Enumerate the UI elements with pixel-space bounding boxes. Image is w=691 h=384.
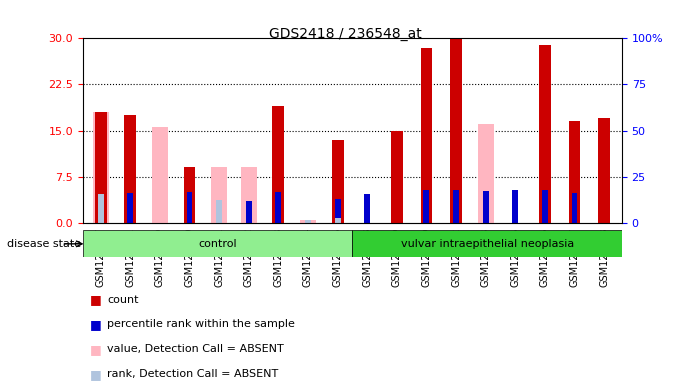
Text: ■: ■ xyxy=(90,293,102,306)
Bar xyxy=(240,167,257,223)
Bar xyxy=(187,192,193,223)
Text: ■: ■ xyxy=(90,368,102,381)
Bar xyxy=(569,121,580,223)
Bar xyxy=(272,106,284,223)
Bar xyxy=(305,220,311,223)
Text: percentile rank within the sample: percentile rank within the sample xyxy=(107,319,295,329)
FancyBboxPatch shape xyxy=(83,230,352,257)
Bar xyxy=(334,218,341,223)
Bar xyxy=(97,194,104,223)
Bar xyxy=(300,220,316,223)
Bar xyxy=(216,200,222,223)
FancyBboxPatch shape xyxy=(352,230,622,257)
Bar xyxy=(211,167,227,223)
Bar xyxy=(542,190,548,223)
Bar xyxy=(424,190,429,223)
Bar xyxy=(95,112,106,223)
Bar xyxy=(127,193,133,223)
Bar xyxy=(598,118,610,223)
Bar xyxy=(453,190,459,223)
Bar xyxy=(539,45,551,223)
Text: rank, Detection Call = ABSENT: rank, Detection Call = ABSENT xyxy=(107,369,278,379)
Bar xyxy=(334,199,341,223)
Text: disease state: disease state xyxy=(7,239,81,249)
Bar xyxy=(477,124,494,223)
Text: count: count xyxy=(107,295,139,305)
Bar xyxy=(93,112,109,223)
Text: vulvar intraepithelial neoplasia: vulvar intraepithelial neoplasia xyxy=(401,239,574,249)
Text: ■: ■ xyxy=(90,343,102,356)
Bar xyxy=(571,193,578,223)
Bar xyxy=(512,190,518,223)
Bar xyxy=(276,192,281,223)
Bar xyxy=(364,194,370,223)
Text: value, Detection Call = ABSENT: value, Detection Call = ABSENT xyxy=(107,344,284,354)
Bar xyxy=(152,127,168,223)
Text: ■: ■ xyxy=(90,318,102,331)
Bar xyxy=(216,200,222,223)
Bar xyxy=(391,131,403,223)
Bar xyxy=(483,191,489,223)
Text: GDS2418 / 236548_at: GDS2418 / 236548_at xyxy=(269,27,422,41)
Bar xyxy=(184,167,196,223)
Bar xyxy=(332,140,343,223)
Bar xyxy=(124,115,136,223)
Bar xyxy=(421,48,433,223)
Text: control: control xyxy=(198,239,237,249)
Bar xyxy=(450,38,462,223)
Bar xyxy=(246,200,252,223)
